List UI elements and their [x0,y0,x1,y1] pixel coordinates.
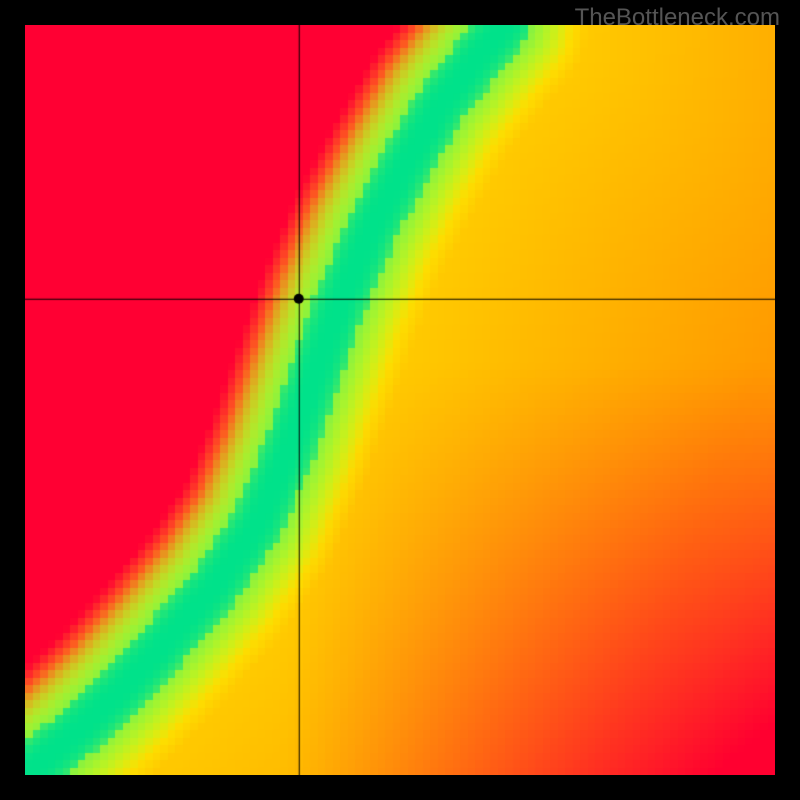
chart-container: TheBottleneck.com [0,0,800,800]
heatmap-canvas [25,25,775,775]
watermark-text: TheBottleneck.com [575,4,780,32]
